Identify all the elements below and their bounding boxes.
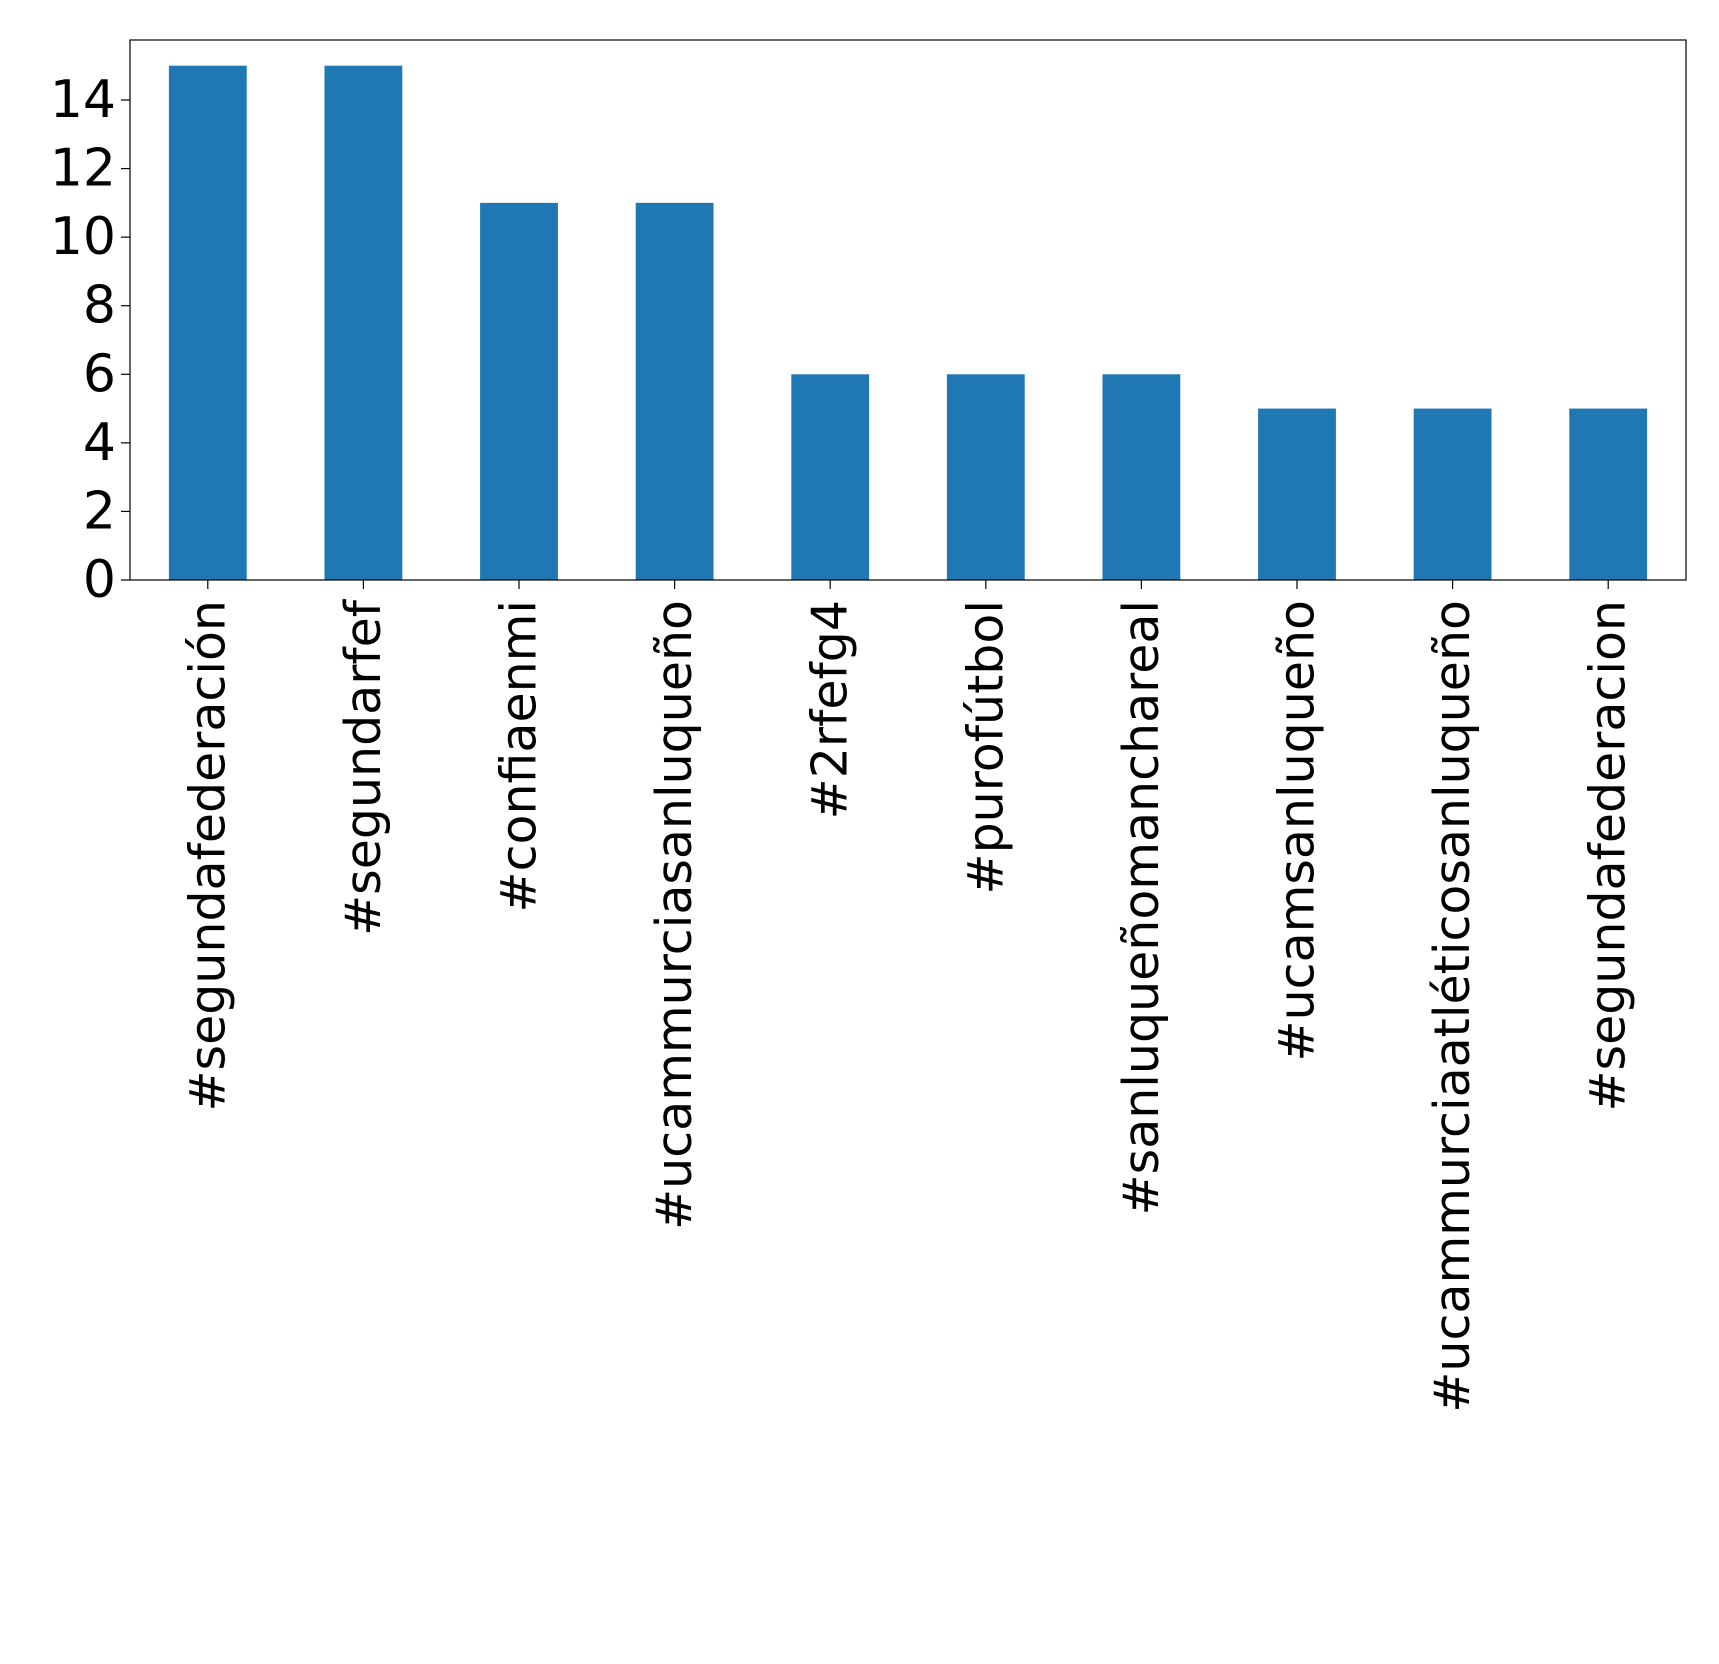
bar-7 [1258,408,1336,580]
x-tick-label-6: #sanluqueñomanchareal [1113,600,1170,1215]
y-tick-label-0: 0 [83,550,116,610]
y-tick-label-4: 8 [83,276,116,336]
bars-group [168,65,1648,580]
plot-frame [129,39,1687,581]
x-tick-label-7: #ucamsanluqueño [1269,600,1326,1061]
bar-1 [324,65,403,580]
bar-4 [791,374,870,580]
y-tick-label-1: 2 [83,481,116,541]
bar-0 [168,65,247,580]
bar-6 [1102,374,1181,580]
bar-8 [1413,408,1492,580]
y-axis: 0 2 4 6 8 10 12 14 [50,70,130,610]
y-tick-label-6: 12 [50,139,116,199]
y-tick-label-2: 4 [83,413,116,473]
x-tick-label-8: #ucammurciaatléticosanluqueño [1424,600,1481,1413]
x-tick-label-4: #2rfefg4 [802,600,859,819]
x-tick-label-2: #confiaenmi [491,600,548,912]
bar-3 [635,202,714,580]
y-tick-label-5: 10 [50,207,116,267]
y-tick-label-7: 14 [50,70,116,130]
x-tick-label-9: #segundafederacion [1580,600,1637,1112]
x-tick-label-5: #purofútbol [957,600,1014,894]
x-axis: #segundafederación #segundarfef #confiaenm… [179,580,1637,1413]
x-tick-label-0: #segundafederación [179,600,236,1112]
x-tick-label-1: #segundarfef [335,598,392,936]
bar-5 [946,374,1025,580]
x-tick-label-3: #ucammurciasanluqueño [646,600,703,1230]
y-tick-label-3: 6 [83,344,116,404]
bar-9 [1569,408,1648,580]
bar-2 [480,202,558,580]
